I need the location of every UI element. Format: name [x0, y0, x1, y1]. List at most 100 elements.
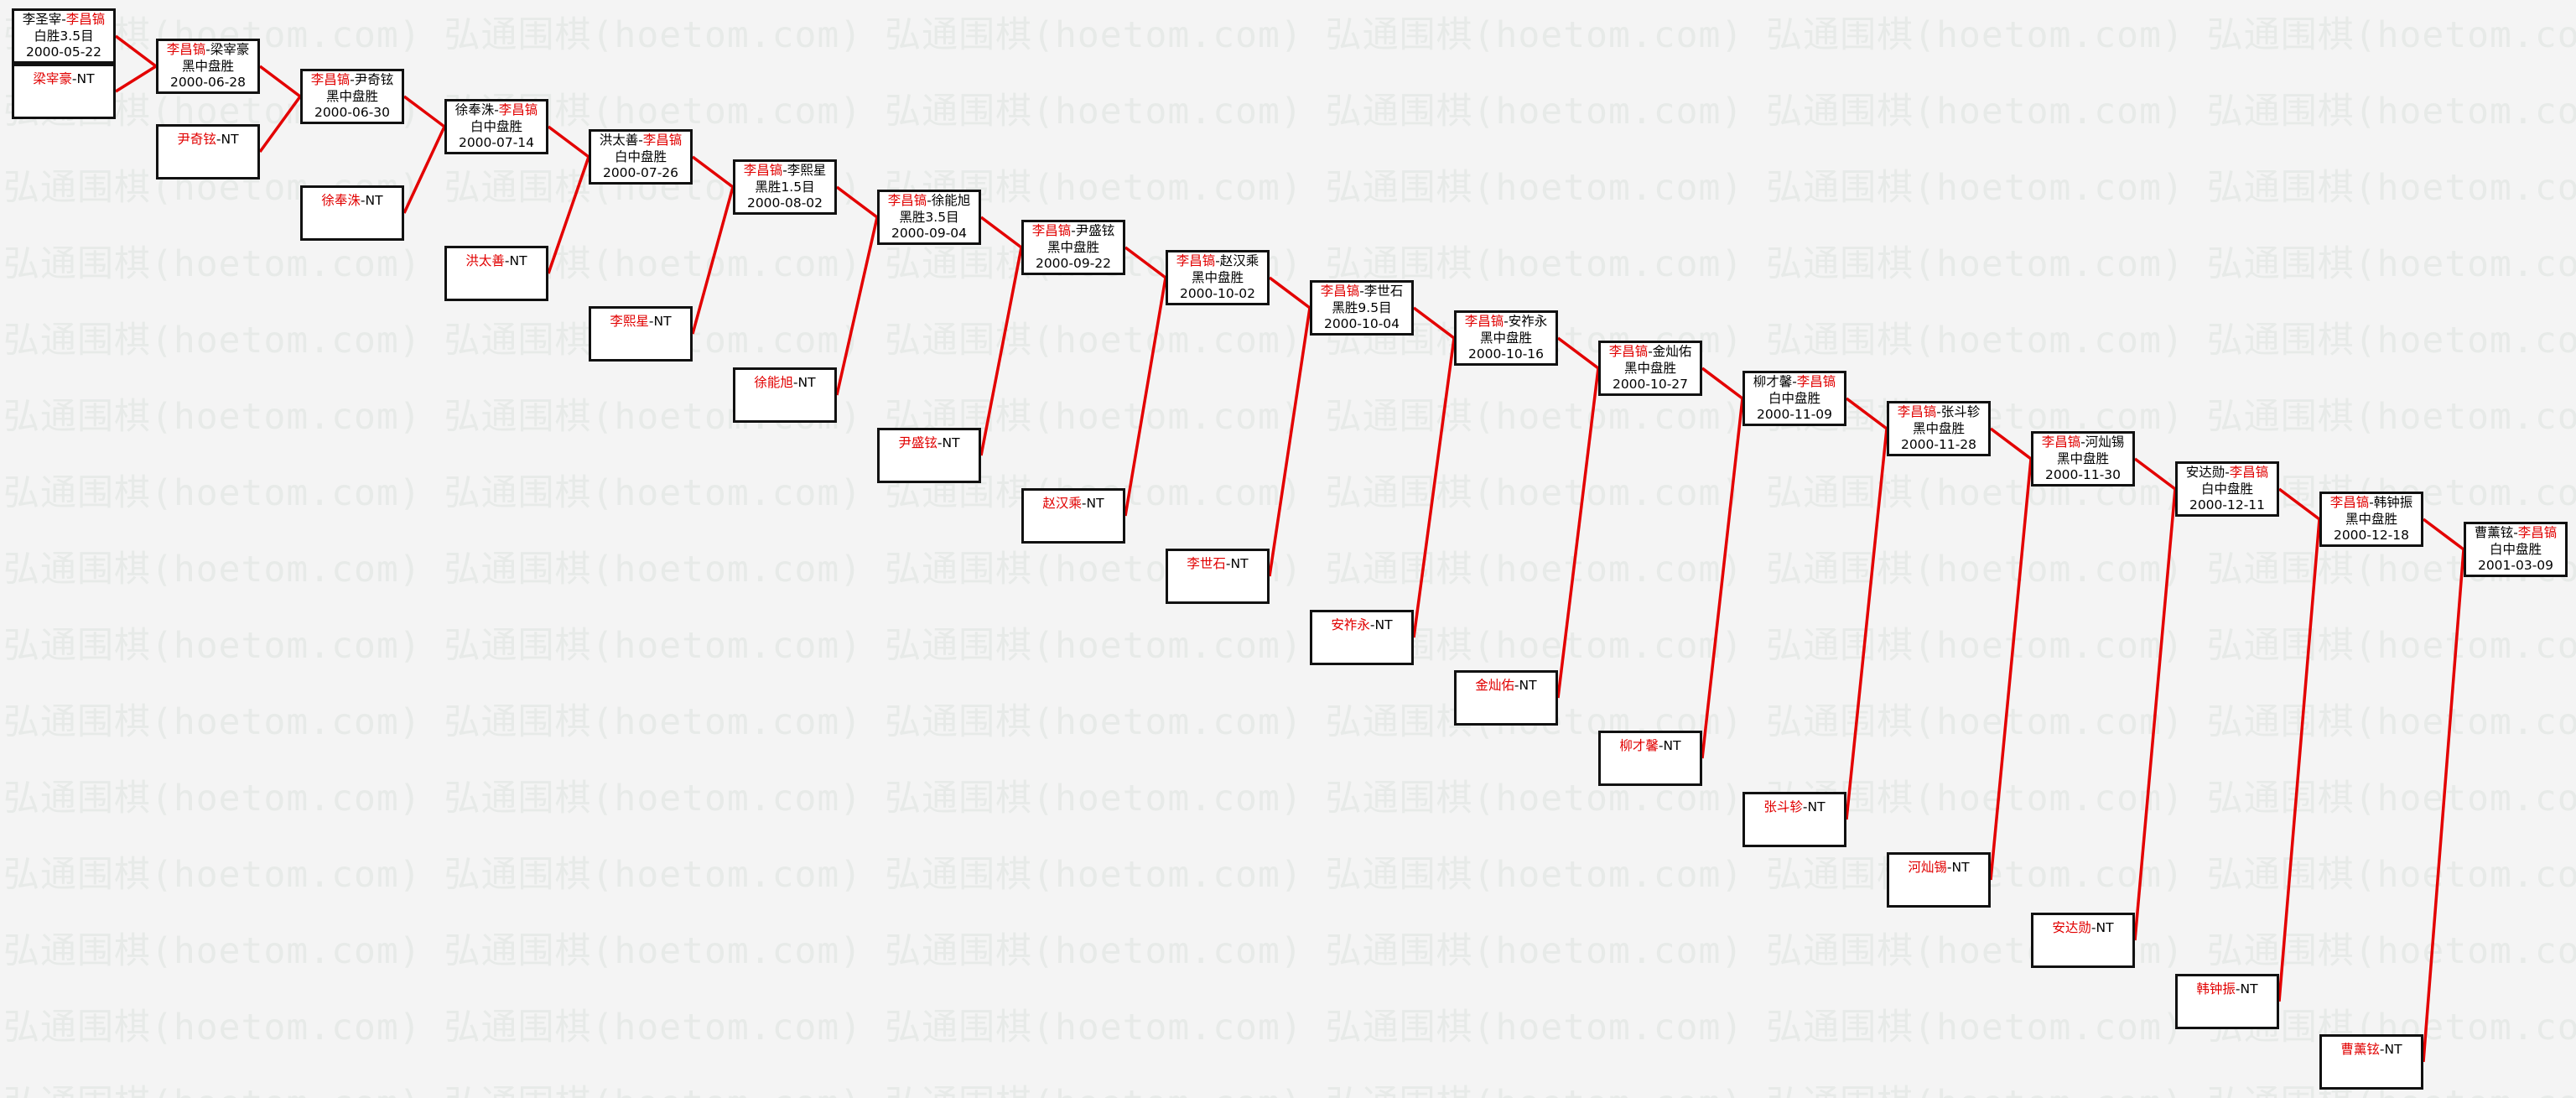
player-name-left: 李昌镐 — [310, 72, 351, 87]
connector-line — [1701, 398, 1744, 759]
eliminated-player-name: 赵汉乘 — [1042, 496, 1082, 511]
player-separator: - — [350, 72, 355, 87]
eliminated-label: 徐奉洙-NT — [303, 193, 402, 210]
match-box: 李昌镐-金灿佑 黑中盘胜 2000-10-27 — [1598, 341, 1702, 396]
eliminated-label: 河灿锡-NT — [1889, 860, 1988, 877]
match-players: 徐奉洙-李昌镐 — [447, 102, 546, 119]
player-name-left: 李昌镐 — [1176, 253, 1216, 268]
eliminated-box: 徐奉洙-NT — [300, 185, 404, 241]
eliminated-box: 韩钟振-NT — [2175, 974, 2279, 1029]
eliminated-player-name: 柳才馨 — [1619, 738, 1659, 753]
player-separator: - — [1504, 314, 1509, 329]
match-players: 李昌镐-尹奇铉 — [303, 72, 402, 89]
match-date: 2000-09-04 — [891, 226, 968, 241]
eliminated-box: 安达勋-NT — [2031, 913, 2135, 968]
connector-line — [835, 185, 879, 219]
eliminated-label: 徐能旭-NT — [735, 375, 834, 392]
match-date: 2000-12-18 — [2333, 528, 2410, 543]
eliminated-player-name: 李世石 — [1187, 556, 1226, 571]
eliminated-box: 梁宰豪-NT — [12, 64, 116, 119]
player-name-left: 安达勋 — [2185, 465, 2225, 480]
player-separator: - — [2080, 435, 2085, 450]
match-date: 2000-10-27 — [1612, 377, 1689, 392]
connector-line — [1412, 337, 1456, 638]
player-name-left: 李昌镐 — [887, 193, 927, 208]
player-name-right: 李熙星 — [787, 163, 827, 178]
watermark-row: 弘通围棋(hoetom.com) 弘通围棋(hoetom.com) 弘通围棋(h… — [3, 625, 2576, 667]
eliminated-label: 张斗轸-NT — [1745, 799, 1844, 816]
watermark-row: 弘通围棋(hoetom.com) 弘通围棋(hoetom.com) 弘通围棋(h… — [3, 549, 2576, 591]
connector-line — [1845, 428, 1888, 820]
player-name-right: 李昌镐 — [642, 133, 683, 148]
player-separator: - — [61, 12, 66, 27]
eliminated-label: 尹奇铉-NT — [158, 132, 257, 148]
match-box: 柳才馨-李昌镐 白中盘胜 2000-11-09 — [1742, 371, 1846, 426]
match-players: 李昌镐-赵汉乘 — [1168, 253, 1267, 270]
watermark-row: 弘通围棋(hoetom.com) 弘通围棋(hoetom.com) 弘通围棋(h… — [3, 701, 2576, 743]
connector-line — [115, 65, 157, 93]
match-date: 2000-12-11 — [2189, 497, 2266, 513]
player-name-left: 曹薰铉 — [2474, 525, 2514, 540]
watermark-row: 弘通围棋(hoetom.com) 弘通围棋(hoetom.com) 弘通围棋(h… — [3, 14, 2576, 56]
match-players: 洪太善-李昌镐 — [591, 133, 690, 149]
match-date: 2000-10-16 — [1467, 346, 1545, 362]
match-date: 2000-06-30 — [314, 105, 391, 120]
match-players: 曹薰铉-李昌镐 — [2466, 525, 2565, 542]
match-date: 2000-06-28 — [169, 75, 247, 90]
player-separator: - — [2513, 525, 2518, 540]
connector-line — [2422, 518, 2465, 551]
match-box: 李昌镐-韩钟振 黑中盘胜 2000-12-18 — [2319, 492, 2423, 547]
eliminated-box: 张斗轸-NT — [1742, 792, 1846, 847]
player-separator: - — [1792, 374, 1797, 389]
connector-line — [402, 95, 446, 128]
player-name-left: 李昌镐 — [166, 42, 206, 57]
match-players: 李昌镐-金灿佑 — [1601, 344, 1700, 361]
eliminated-player-name: 洪太善 — [465, 253, 505, 268]
connector-line — [691, 186, 735, 335]
watermark-row: 弘通围棋(hoetom.com) 弘通围棋(hoetom.com) 弘通围棋(h… — [3, 243, 2576, 285]
player-separator: - — [638, 133, 643, 148]
match-box: 李昌镐-河灿锡 黑中盘胜 2000-11-30 — [2031, 431, 2135, 487]
eliminated-suffix: -NT — [216, 132, 239, 147]
match-players: 李昌镐-韩钟振 — [2322, 495, 2421, 512]
match-result: 白中盘胜 — [2489, 541, 2542, 557]
eliminated-suffix: -NT — [937, 435, 960, 450]
eliminated-box: 李世石-NT — [1166, 549, 1270, 604]
player-name-left: 李昌镐 — [1897, 404, 1937, 419]
eliminated-suffix: -NT — [1658, 738, 1681, 753]
connector-line — [1124, 246, 1167, 279]
player-name-left: 李昌镐 — [1320, 284, 1360, 299]
match-result: 黑胜3.5目 — [899, 209, 959, 225]
connector-line — [979, 247, 1023, 456]
connector-line — [1268, 307, 1311, 577]
connector-line — [1412, 306, 1456, 340]
match-players: 李昌镐-李世石 — [1312, 284, 1411, 300]
match-box: 李昌镐-尹盛铉 黑中盘胜 2000-09-22 — [1021, 220, 1125, 275]
eliminated-suffix: -NT — [1514, 678, 1537, 693]
eliminated-label: 安达勋-NT — [2033, 920, 2132, 937]
match-box: 李昌镐-徐能旭 黑胜3.5目 2000-09-04 — [877, 190, 981, 245]
match-box: 徐奉洙-李昌镐 白中盘胜 2000-07-14 — [444, 99, 548, 154]
eliminated-label: 梁宰豪-NT — [14, 71, 113, 88]
eliminated-label: 金灿佑-NT — [1457, 678, 1555, 695]
match-box: 李昌镐-张斗轸 黑中盘胜 2000-11-28 — [1887, 401, 1991, 456]
player-name-right: 韩钟振 — [2373, 495, 2413, 510]
connector-line — [258, 95, 302, 154]
player-name-left: 李昌镐 — [2041, 435, 2081, 450]
match-result: 白中盘胜 — [1768, 390, 1820, 406]
player-separator: - — [205, 42, 210, 57]
match-players: 李昌镐-尹盛铉 — [1024, 223, 1123, 240]
match-result: 白胜3.5目 — [34, 28, 94, 44]
watermark-row: 弘通围棋(hoetom.com) 弘通围棋(hoetom.com) 弘通围棋(h… — [3, 1080, 2576, 1098]
match-result: 黑胜9.5目 — [1332, 299, 1392, 315]
connector-line — [1989, 458, 2033, 881]
player-name-right: 赵汉乘 — [1219, 253, 1259, 268]
eliminated-player-name: 尹奇铉 — [177, 132, 216, 147]
match-players: 李昌镐-徐能旭 — [880, 193, 979, 210]
match-box: 李昌镐-李熙星 黑胜1.5目 2000-08-02 — [733, 159, 837, 215]
match-result: 黑中盘胜 — [1046, 239, 1099, 255]
player-name-right: 李昌镐 — [65, 12, 106, 27]
connector-line — [691, 155, 735, 189]
match-box: 安达勋-李昌镐 白中盘胜 2000-12-11 — [2175, 461, 2279, 517]
match-date: 2000-08-02 — [746, 195, 823, 211]
